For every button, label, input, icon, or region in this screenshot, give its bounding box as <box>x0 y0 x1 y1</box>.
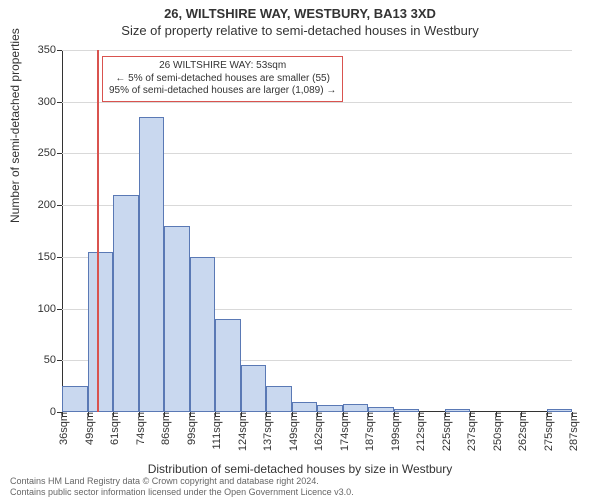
histogram-bar <box>241 365 267 412</box>
x-tick-label: 262sqm <box>513 412 529 451</box>
y-tick-label: 250 <box>38 147 62 159</box>
x-tick-label: 250sqm <box>488 412 504 451</box>
y-tick-label: 350 <box>38 44 62 56</box>
annotation-line-1: 26 WILTSHIRE WAY: 53sqm <box>109 60 336 73</box>
x-tick-label: 162sqm <box>309 412 325 451</box>
annotation-line-2: ← 5% of semi-detached houses are smaller… <box>109 73 336 86</box>
x-tick-label: 237sqm <box>462 412 478 451</box>
property-marker-line <box>97 50 99 412</box>
histogram-bar <box>394 409 420 412</box>
histogram-bar <box>88 252 114 412</box>
histogram-bar <box>368 407 394 412</box>
x-tick-label: 149sqm <box>284 412 300 451</box>
x-tick-label: 86sqm <box>156 412 172 445</box>
x-tick-label: 275sqm <box>539 412 555 451</box>
histogram-bar <box>190 257 216 412</box>
y-tick-label: 150 <box>38 251 62 263</box>
histogram-bar <box>445 409 471 412</box>
x-tick-label: 61sqm <box>105 412 121 445</box>
histogram-bar <box>164 226 190 412</box>
x-tick-label: 212sqm <box>411 412 427 451</box>
x-tick-label: 287sqm <box>564 412 580 451</box>
plot-area: 26 WILTSHIRE WAY: 53sqm ← 5% of semi-det… <box>62 50 572 412</box>
chart-title-sub: Size of property relative to semi-detach… <box>0 23 600 38</box>
annotation-line-3: 95% of semi-detached houses are larger (… <box>109 85 336 98</box>
footer-attribution: Contains HM Land Registry data © Crown c… <box>10 476 590 498</box>
x-tick-label: 74sqm <box>131 412 147 445</box>
histogram-bar <box>317 405 343 412</box>
footer-line-2: Contains public sector information licen… <box>10 487 590 498</box>
annotation-box: 26 WILTSHIRE WAY: 53sqm ← 5% of semi-det… <box>102 56 343 102</box>
y-tick-label: 50 <box>44 354 62 366</box>
x-tick-label: 187sqm <box>360 412 376 451</box>
y-tick-label: 300 <box>38 96 62 108</box>
x-tick-label: 111sqm <box>207 412 223 450</box>
y-axis-label: Number of semi-detached properties <box>8 28 22 223</box>
x-tick-label: 49sqm <box>80 412 96 445</box>
histogram-bar <box>266 386 292 412</box>
histogram-bar <box>292 402 318 412</box>
x-tick-label: 174sqm <box>335 412 351 451</box>
y-tick-label: 200 <box>38 199 62 211</box>
chart-container: 26, WILTSHIRE WAY, WESTBURY, BA13 3XD Si… <box>0 0 600 500</box>
gridline-h <box>62 50 572 51</box>
histogram-bar <box>139 117 165 412</box>
x-tick-label: 124sqm <box>233 412 249 451</box>
titles-block: 26, WILTSHIRE WAY, WESTBURY, BA13 3XD Si… <box>0 0 600 38</box>
footer-line-1: Contains HM Land Registry data © Crown c… <box>10 476 590 487</box>
histogram-bar <box>62 386 88 412</box>
y-tick-label: 100 <box>38 303 62 315</box>
x-axis-label: Distribution of semi-detached houses by … <box>148 462 453 476</box>
x-tick-label: 99sqm <box>182 412 198 445</box>
x-tick-label: 137sqm <box>258 412 274 451</box>
x-tick-label: 225sqm <box>437 412 453 451</box>
histogram-bar <box>215 319 241 412</box>
x-tick-label: 199sqm <box>386 412 402 451</box>
x-tick-label: 36sqm <box>54 412 70 445</box>
chart-title-main: 26, WILTSHIRE WAY, WESTBURY, BA13 3XD <box>0 6 600 21</box>
gridline-h <box>62 102 572 103</box>
histogram-bar <box>343 404 369 412</box>
histogram-bar <box>113 195 139 412</box>
histogram-bar <box>547 409 573 412</box>
y-axis-line <box>62 50 63 412</box>
